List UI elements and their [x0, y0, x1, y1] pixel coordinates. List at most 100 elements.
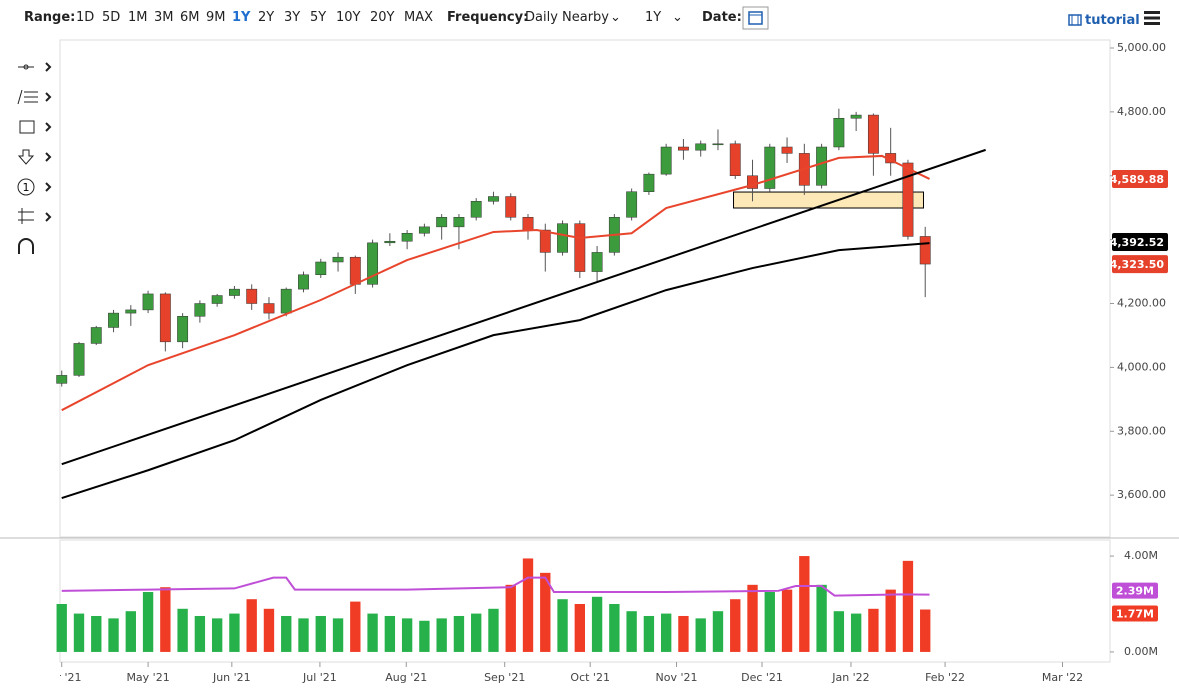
volume-bar: [816, 584, 827, 652]
tool-measure[interactable]: [18, 208, 52, 224]
tutorial-icon[interactable]: [1068, 14, 1082, 26]
counter-text: 1: [23, 181, 30, 194]
volume-label-box: [1112, 605, 1158, 622]
y-tick-label: 3,800.00: [1117, 424, 1166, 437]
tool-arrow[interactable]: [17, 149, 52, 165]
x-tick-label: Oct '21: [570, 671, 610, 684]
range-button[interactable]: 1D: [76, 10, 95, 25]
calendar-button[interactable]: [742, 6, 769, 30]
candle-body: [194, 303, 206, 317]
candle-body: [73, 343, 85, 376]
candle-body: [712, 143, 724, 146]
volume-bar: [540, 572, 551, 652]
range-button[interactable]: 9M: [206, 10, 226, 25]
price-label: 4,589.88: [1110, 173, 1164, 186]
candle-body: [56, 375, 68, 384]
period-select[interactable]: 1Y: [645, 10, 662, 25]
x-tick-label: Dec '21: [741, 671, 783, 684]
candle-body: [781, 146, 793, 154]
x-tick-label: May '21: [126, 671, 169, 684]
volume-bar: [384, 615, 396, 652]
volume-bar: [177, 608, 188, 652]
candle-body: [349, 256, 361, 285]
range-button[interactable]: 1Y: [232, 10, 251, 25]
range-button[interactable]: 5D: [102, 10, 121, 25]
candle-body: [401, 232, 413, 242]
x-tick-label: Apr '21: [42, 671, 82, 684]
volume-bar: [471, 613, 482, 652]
candle-body: [816, 146, 828, 186]
candle-body: [315, 261, 327, 276]
tool-magnet[interactable]: [18, 238, 34, 254]
range-button[interactable]: 10Y: [336, 10, 361, 25]
range-button[interactable]: 3Y: [284, 10, 301, 25]
tool-fib[interactable]: [17, 89, 52, 105]
candle-body: [867, 114, 879, 154]
dropdown-arrow[interactable]: ⌄: [672, 10, 683, 25]
volume-bar: [263, 608, 275, 652]
volume-bar: [436, 618, 447, 652]
range-button[interactable]: MAX: [404, 10, 434, 25]
range-button[interactable]: 5Y: [310, 10, 327, 25]
range-button[interactable]: 20Y: [370, 10, 395, 25]
volume-bar: [885, 589, 896, 652]
tool-shape[interactable]: [19, 120, 52, 134]
range-button[interactable]: 1M: [128, 10, 148, 25]
volume-bar: [557, 599, 568, 652]
range-button[interactable]: 3M: [154, 10, 174, 25]
candle-body: [539, 229, 551, 253]
volume-bar: [367, 613, 378, 652]
range-button[interactable]: 6M: [180, 10, 200, 25]
x-axis: Apr '21 May '21 Jun '21 Jul '21 Aug '21 Sep '…: [42, 671, 1083, 684]
candle-body: [660, 146, 672, 175]
candle-body: [453, 217, 465, 228]
frequency-select[interactable]: Daily Nearby: [525, 10, 610, 25]
candle-body: [177, 316, 189, 343]
tutorial-link[interactable]: tutorial: [1085, 13, 1140, 28]
volume-bar: [591, 596, 603, 652]
volume-bar: [712, 611, 724, 652]
x-tick-label: Jun '21: [212, 671, 251, 684]
candle-body: [557, 223, 568, 253]
volume-bar: [229, 613, 240, 652]
candle-body: [211, 295, 223, 304]
candle-body: [626, 191, 638, 218]
candle-body: [764, 146, 776, 189]
volume-bar: [298, 618, 309, 652]
candle-body: [263, 303, 275, 314]
range-label: Range:: [24, 10, 76, 25]
tool-line[interactable]: [18, 62, 52, 72]
candle-body: [488, 196, 499, 202]
range-button[interactable]: 2Y: [258, 10, 275, 25]
candle-body: [505, 196, 517, 218]
volume-bar: [850, 613, 862, 652]
candle-body: [332, 256, 344, 263]
x-tick-label: Jan '22: [831, 671, 869, 684]
price-label: 4,392.52: [1110, 236, 1164, 249]
x-tick-label: Mar '22: [1042, 671, 1083, 684]
candle-body: [678, 146, 689, 151]
volume-bar: [920, 609, 931, 652]
dropdown-arrow[interactable]: ⌄: [610, 10, 621, 25]
menu-button[interactable]: [1144, 11, 1160, 25]
candle-body: [591, 252, 603, 272]
x-tick-label: Sep '21: [484, 671, 525, 684]
price-label-box: [1112, 255, 1168, 274]
candle-body: [919, 236, 931, 265]
date-label: Date:: [702, 10, 742, 25]
volume-bar: [401, 618, 413, 652]
candle-body: [574, 223, 586, 272]
indicator-line: [61, 154, 930, 412]
volume-bar: [194, 615, 206, 652]
volume-bar: [488, 608, 499, 652]
y-tick-label: 4,200.00: [1117, 297, 1166, 310]
volume-bar: [695, 618, 706, 652]
candle-body: [522, 217, 534, 231]
volume-bar: [747, 584, 758, 652]
tool-counter[interactable]: [17, 178, 52, 196]
volume-bar: [125, 611, 136, 652]
candle-body: [902, 162, 914, 237]
volume-bar: [246, 599, 257, 652]
